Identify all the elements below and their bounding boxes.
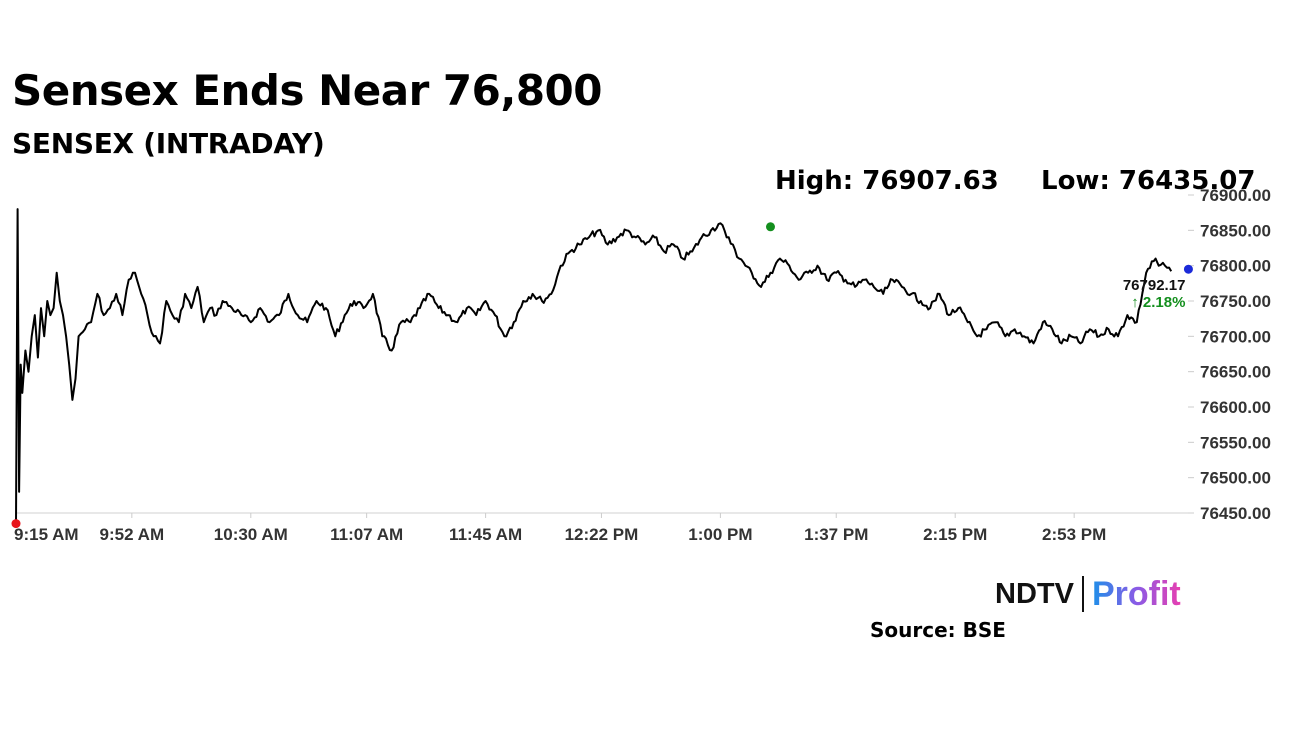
ndtv-profit-logo: NDTV Profit — [995, 574, 1181, 614]
logo-profit-text: Profit — [1091, 574, 1181, 613]
y-tick-label: 76550.00 — [1200, 433, 1271, 452]
y-tick-label: 76650.00 — [1200, 363, 1271, 382]
logo-ndtv-text: NDTV — [995, 577, 1074, 610]
y-tick-label: 76900.00 — [1200, 186, 1271, 205]
x-tick-label: 2:15 PM — [923, 525, 987, 544]
chart-subtitle: SENSEX (INTRADAY) — [12, 127, 325, 160]
last-value-label: 76792.17 — [1123, 277, 1186, 294]
y-tick-label: 76750.00 — [1200, 292, 1271, 311]
y-tick-label: 76500.00 — [1200, 469, 1271, 488]
change-label: ↑ 2.18% — [1131, 294, 1185, 311]
y-tick-label: 76600.00 — [1200, 398, 1271, 417]
x-tick-label: 9:15 AM — [14, 525, 79, 544]
last-marker — [1183, 264, 1193, 274]
sensex-series-line — [15, 208, 1173, 524]
x-tick-label: 1:00 PM — [688, 525, 752, 544]
x-tick-label: 11:45 AM — [449, 525, 522, 544]
x-tick-label: 10:30 AM — [214, 525, 288, 544]
high-stat: High: 76907.63 — [775, 166, 999, 196]
logo-divider — [1081, 576, 1084, 612]
y-tick-label: 76700.00 — [1200, 327, 1271, 346]
x-tick-label: 9:52 AM — [100, 525, 165, 544]
y-tick-label: 76450.00 — [1200, 504, 1271, 523]
source-note: Source: BSE — [870, 618, 1006, 642]
chart-title: Sensex Ends Near 76,800 — [12, 66, 603, 115]
x-tick-label: 2:53 PM — [1042, 525, 1106, 544]
x-tick-label: 11:07 AM — [330, 525, 403, 544]
high-marker — [765, 222, 775, 232]
low-stat: Low: 76435.07 — [1041, 166, 1256, 196]
y-tick-label: 76800.00 — [1200, 257, 1271, 276]
low-marker — [11, 519, 21, 529]
y-tick-label: 76850.00 — [1200, 221, 1271, 240]
x-tick-label: 1:37 PM — [804, 525, 868, 544]
x-tick-label: 12:22 PM — [565, 525, 639, 544]
